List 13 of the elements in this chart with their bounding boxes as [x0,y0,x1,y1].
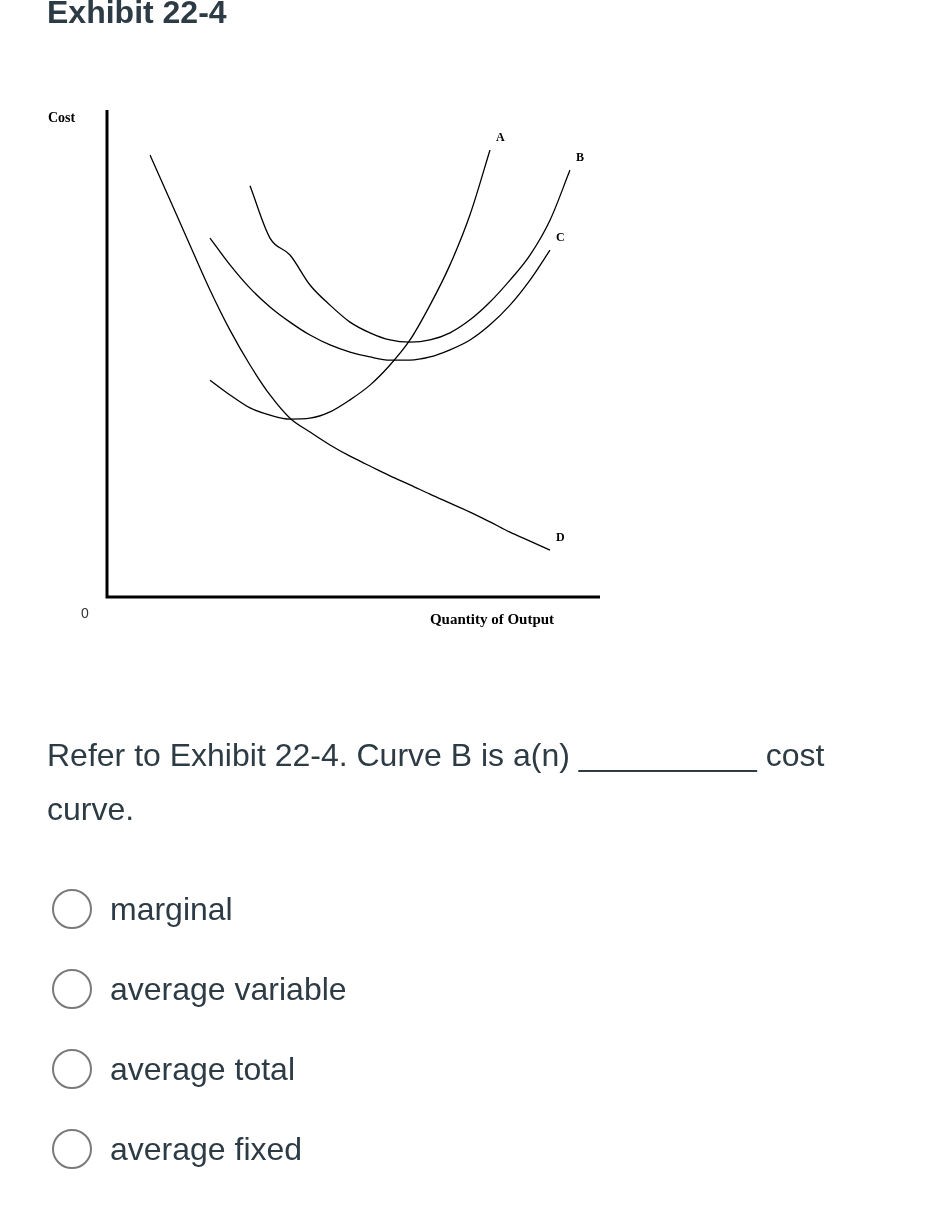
series-label: D [556,530,565,545]
text: average fixed [110,1130,303,1168]
series-label: A [496,130,505,145]
y-axis-title: Cost [48,109,76,125]
x-axis-title: Quantity of Output [429,610,555,627]
text: 0 [81,604,90,621]
text: Refer to Exhibit 22-4. Curve B is a(n) __________ cost curve. [47,736,826,829]
text: average total [110,1050,296,1088]
series-label: B [576,150,585,165]
chart-title: Exhibit 22-4 [47,0,227,31]
text: average variable [110,970,347,1008]
series-label: C [556,230,565,245]
text: marginal [110,890,233,928]
